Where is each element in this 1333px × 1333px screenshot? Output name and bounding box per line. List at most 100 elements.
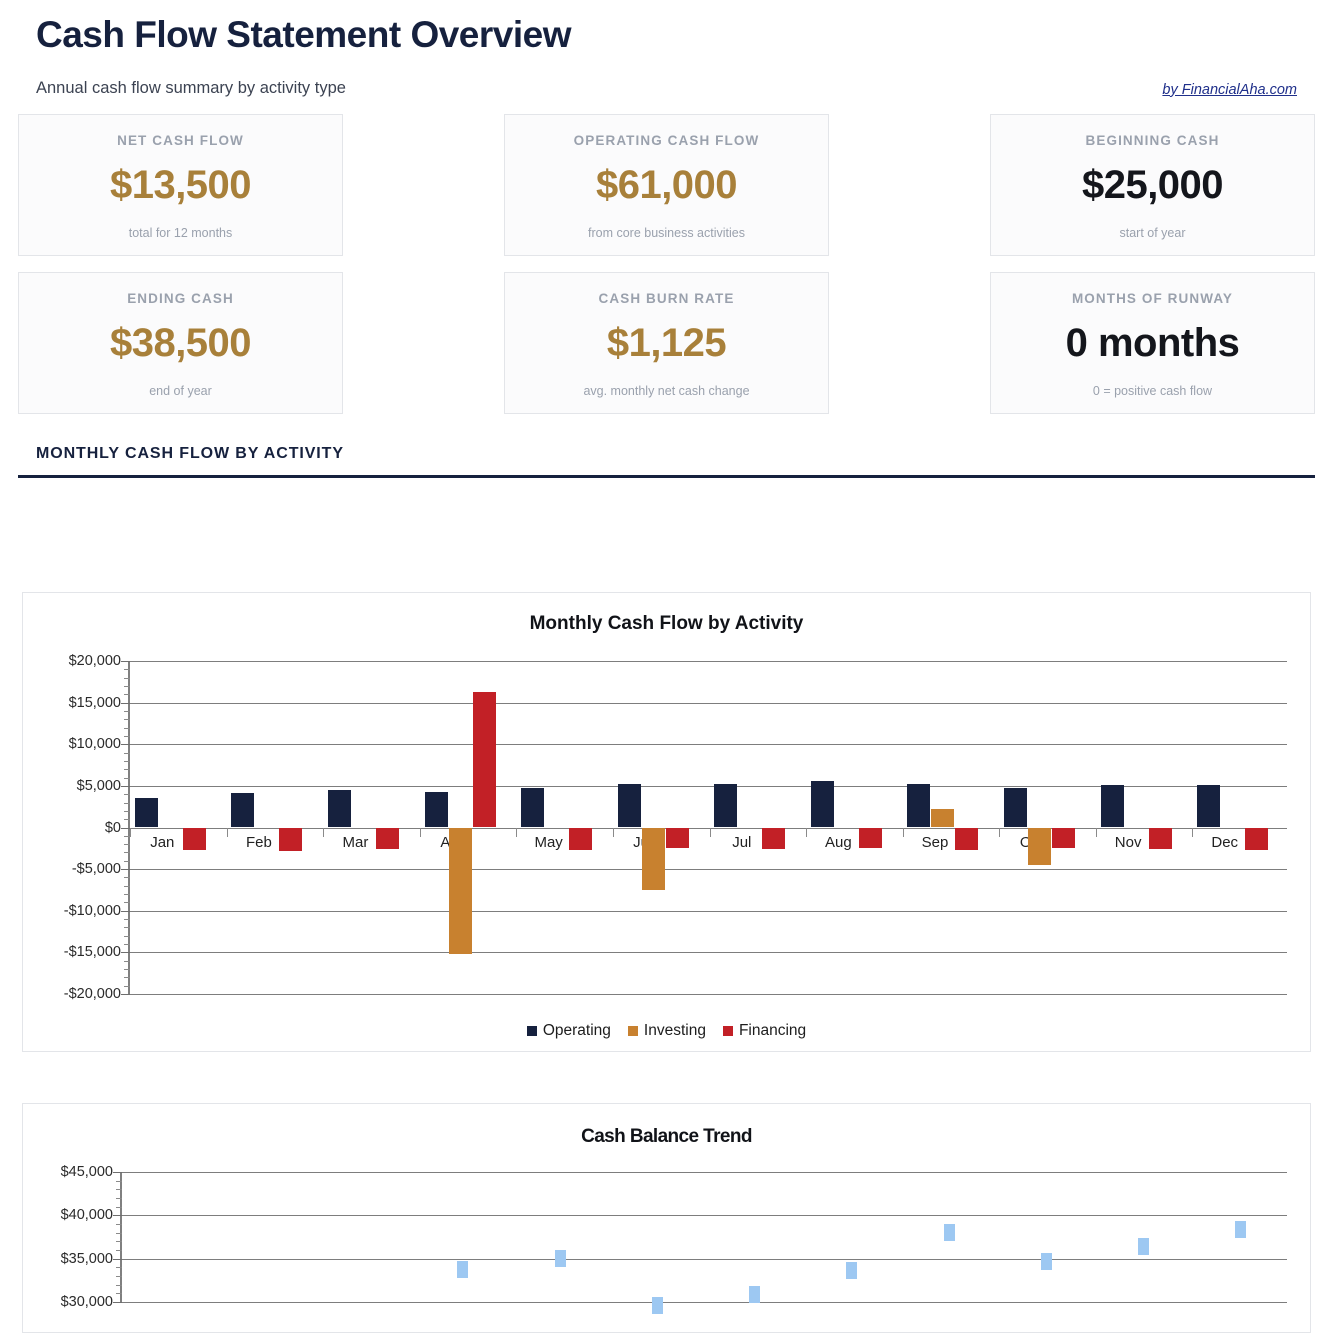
bar-financing-jul (762, 827, 786, 850)
bar-operating-dec (1197, 785, 1221, 828)
x-axis-tick (709, 827, 711, 837)
kpi-sublabel: 0 = positive cash flow (1092, 383, 1213, 398)
y-axis-minor-tick (124, 835, 130, 837)
x-axis-tick-label: Jan (150, 833, 175, 851)
y-axis-minor-tick (124, 694, 130, 696)
y-axis-minor-tick (124, 794, 130, 796)
bar-financing-apr (472, 691, 496, 828)
y-axis-minor-tick (124, 669, 130, 671)
y-axis-major-tick (121, 744, 130, 746)
y-axis-minor-tick (124, 685, 130, 687)
y-axis-minor-tick (124, 960, 130, 962)
legend-item-financing[interactable]: Financing (722, 1022, 806, 1040)
y-gridline (130, 744, 1287, 746)
y-axis-tick-label: $20,000 (68, 653, 121, 669)
y-axis-major-tick (121, 702, 130, 704)
y-gridline (130, 869, 1287, 871)
bar-financing-jan (182, 827, 206, 850)
y-axis-tick-label: -$15,000 (63, 944, 121, 961)
x-axis-tick (999, 827, 1001, 837)
page-title: Cash Flow Statement Overview (36, 14, 572, 55)
x-axis-tick (1192, 827, 1194, 837)
page-subtitle: Annual cash flow summary by activity typ… (36, 78, 346, 97)
data-point-marker-jun (651, 1296, 663, 1314)
y-axis-minor-tick (124, 977, 130, 979)
y-axis-minor-tick (124, 935, 130, 937)
y-axis-minor-tick (124, 919, 130, 921)
y-axis-minor-tick (116, 1180, 122, 1182)
data-point-marker-aug (846, 1261, 858, 1279)
x-axis-tick (1095, 827, 1097, 837)
legend-item-operating[interactable]: Operating (526, 1022, 611, 1040)
data-point-marker-jul (749, 1286, 761, 1304)
legend-label: Operating (542, 1022, 611, 1039)
kpi-sublabel: from core business activities (587, 225, 745, 240)
y-gridline (130, 702, 1287, 704)
bar-chart-plot-area: $20,000 $15,000 $10,000 $5,000 $0 -$5,000 -$10… (64, 653, 1287, 1002)
kpi-label: CASH BURN RATE (598, 290, 735, 306)
bar-financing-feb (279, 827, 303, 851)
y-axis-major-tick (121, 785, 130, 787)
section-title: MONTHLY CASH FLOW BY ACTIVITY (36, 444, 344, 462)
y-axis-minor-tick (124, 969, 130, 971)
y-axis-major-tick (113, 1215, 122, 1217)
y-gridline (130, 785, 1287, 787)
y-axis-minor-tick (116, 1224, 122, 1225)
y-axis-tick-label: $15,000 (68, 694, 121, 711)
y-gridline (130, 827, 1287, 829)
bar-operating-nov (1100, 785, 1124, 828)
bar-investing-jun (641, 827, 665, 890)
data-point-marker-sep (943, 1223, 955, 1241)
x-axis-tick-label: Mar (342, 833, 369, 851)
y-axis-minor-tick (124, 844, 130, 846)
data-point-marker-dec (1235, 1221, 1247, 1239)
x-axis-tick-label: May (534, 833, 563, 851)
x-axis-tick (902, 827, 904, 837)
bar-chart-legend: Operating Investing Financing (0, 1022, 1333, 1040)
legend-item-investing[interactable]: Investing (627, 1022, 706, 1040)
y-axis-minor-tick (116, 1284, 122, 1286)
bar-financing-sep (955, 827, 979, 850)
bar-operating-may (521, 788, 545, 828)
y-gridline (130, 910, 1287, 912)
y-axis-minor-tick (124, 852, 130, 854)
y-axis-tick-label: $35,000 (60, 1250, 113, 1267)
kpi-sublabel: end of year (149, 383, 212, 398)
y-axis-minor-tick (116, 1232, 122, 1234)
bar-operating-oct (1004, 787, 1028, 828)
x-axis-tick-label: Nov (1114, 833, 1142, 851)
bar-investing-sep (931, 809, 955, 828)
kpi-card-cash-burn-rate: CASH BURN RATE $1,125 avg. monthly net c… (504, 271, 829, 414)
y-axis-minor-tick (116, 1206, 122, 1208)
kpi-value: $38,500 (109, 320, 252, 365)
y-axis-minor-tick (116, 1293, 122, 1295)
data-point-marker-apr (457, 1261, 469, 1279)
x-axis-tick (419, 827, 421, 837)
kpi-card-grid: NET CASH FLOW $13,500 total for 12 month… (18, 113, 1315, 414)
legend-swatch-icon (722, 1026, 733, 1036)
bar-chart-title: Monthly Cash Flow by Activity (529, 613, 804, 634)
y-axis-tick-label: $0 (104, 819, 121, 836)
bar-financing-jun (665, 827, 689, 849)
subtitle-row: Annual cash flow summary by activity typ… (36, 79, 1297, 98)
x-axis-tick-label: Dec (1211, 833, 1239, 851)
kpi-label: NET CASH FLOW (117, 132, 244, 148)
x-axis-tick-label: Aug (825, 833, 852, 851)
y-axis-minor-tick (124, 810, 130, 812)
y-gridline (130, 661, 1287, 662)
y-axis-major-tick (121, 994, 130, 995)
y-axis-minor-tick (124, 802, 130, 804)
section-divider (18, 474, 1315, 478)
y-axis-major-tick (113, 1172, 122, 1173)
kpi-label: OPERATING CASH FLOW (573, 132, 760, 148)
data-point-marker-nov (1138, 1237, 1150, 1255)
y-gridline (122, 1258, 1287, 1260)
bar-operating-sep (907, 784, 931, 828)
bar-investing-oct (1028, 827, 1052, 865)
line-chart-panel: Cash Balance Trend (22, 1103, 1311, 1333)
y-axis-tick-label: -$20,000 (63, 986, 121, 1002)
attribution-link[interactable]: by FinancialAha.com (1162, 81, 1297, 98)
kpi-sublabel: start of year (1119, 225, 1186, 240)
kpi-card-beginning-cash: BEGINNING CASH $25,000 start of year (990, 113, 1315, 256)
y-axis-minor-tick (124, 727, 130, 729)
